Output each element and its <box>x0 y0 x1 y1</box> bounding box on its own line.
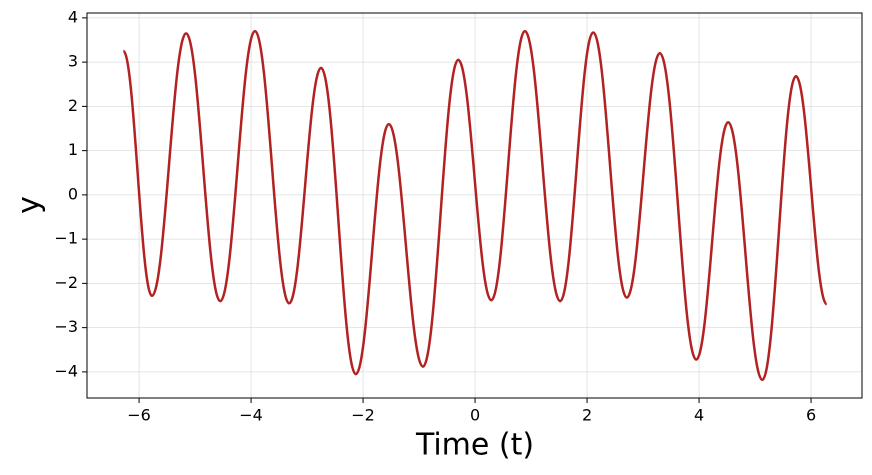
y-tick-label: 1 <box>68 140 78 159</box>
x-tick-label: 0 <box>470 406 480 425</box>
y-tick-label: 4 <box>68 7 78 26</box>
y-tick-label: 2 <box>68 96 78 115</box>
x-tick-label: −4 <box>239 406 263 425</box>
plot-frame <box>86 12 863 399</box>
data-line <box>122 29 828 382</box>
x-axis-label: Time (t) <box>415 428 534 463</box>
y-tick-label: −1 <box>54 229 78 248</box>
y-tick-label: 0 <box>68 184 78 203</box>
y-axis-label: y <box>12 196 47 214</box>
x-tick-label: −2 <box>351 406 375 425</box>
x-tick-label: 2 <box>582 406 592 425</box>
y-tick-label: −2 <box>54 273 78 292</box>
y-tick-label: 3 <box>68 52 78 71</box>
x-tick-label: 6 <box>806 406 816 425</box>
y-tick-label: −4 <box>54 361 78 380</box>
x-tick-label: 4 <box>694 406 704 425</box>
y-tick-label: −3 <box>54 317 78 336</box>
x-tick-label: −6 <box>127 406 151 425</box>
